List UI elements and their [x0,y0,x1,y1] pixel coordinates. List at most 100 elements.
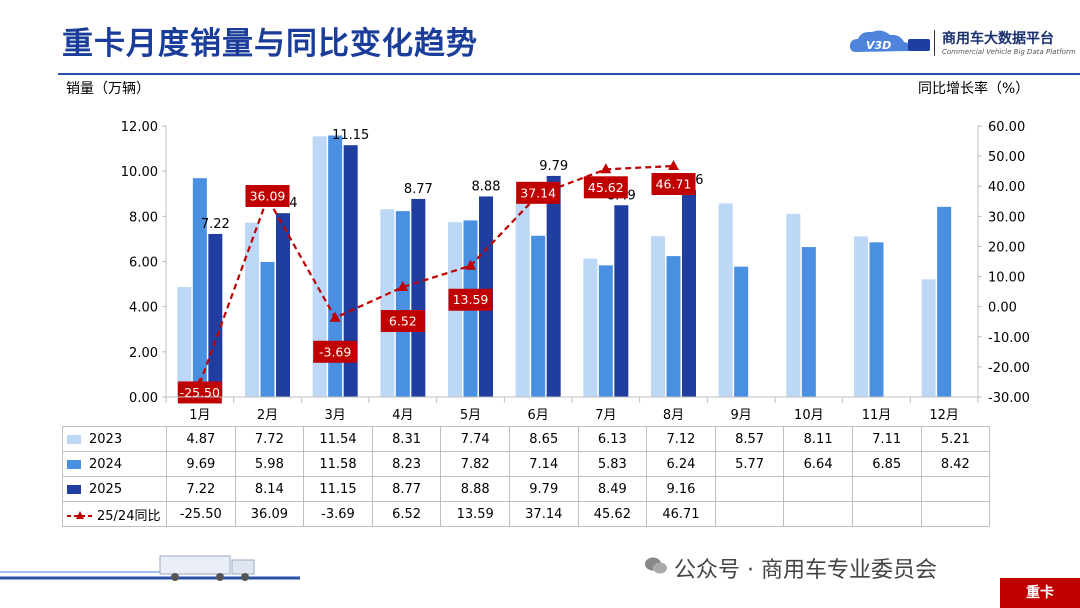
yoy-value-label: 46.71 [656,177,692,192]
yoy-label-box [651,173,696,196]
y2-tick-label: 30.00 [988,210,1025,225]
table-cell: -3.69 [303,501,373,527]
title-divider [58,73,1080,75]
wechat-icon [645,557,667,574]
y-axis-title-left: 销量（万辆） [66,81,150,97]
y2-tick-label: -20.00 [988,361,1030,376]
table-cell: 46.71 [646,501,716,527]
x-tick-label: 11月 [862,408,892,423]
table-row: 2023 4.87 7.72 11.54 8.31 7.74 8.65 6.13 7.12 8.5… [62,426,991,452]
table-cell: 37.14 [508,501,579,527]
bar-2023 [583,258,598,397]
yoy-marker [668,160,679,171]
yoy-label-box [583,176,628,199]
table-cell: 8.14 [234,476,305,502]
table-cell: 8.42 [920,451,991,477]
x-tick-label: 2月 [257,408,278,423]
bar-2024 [260,261,275,397]
bar-2024 [869,242,884,397]
bar-2024 [531,235,546,397]
table-cell: 6.64 [783,451,853,477]
bar-2025 [208,233,223,397]
yoy-label-box [177,381,222,404]
yoy-value-label: -3.69 [319,344,351,359]
y2-tick-label: 0.00 [988,301,1017,316]
table-cell: 8.77 [371,476,442,502]
bar-value-label-2025: 7.22 [201,217,230,232]
table-row: 25/24同比 -25.50 36.09 -3.69 6.52 13.59 37.14 45.… [62,501,991,527]
table-cell: -25.50 [166,501,236,527]
table-cell: 8.49 [577,476,648,502]
bar-2024 [328,135,343,398]
y-axis-title-right: 同比增长率（%） [918,81,1030,97]
legend-label: 2025 [89,481,123,497]
table-cell: 8.23 [371,451,442,477]
bar-value-label-2025: 9.79 [539,159,568,174]
x-tick-label: 7月 [595,408,616,423]
y-tick-label: 2.00 [129,346,158,361]
legend-entry: 2025 [62,476,167,502]
x-tick-label: 3月 [325,408,346,423]
logo-mark-icon: V3D [850,30,930,52]
table-cell [714,501,785,527]
table-cell [714,476,785,502]
x-tick-label: 9月 [731,408,752,423]
y2-tick-label: 10.00 [988,271,1025,286]
page-title: 重卡月度销量与同比变化趋势 [62,26,478,62]
logo-name: 商用车大数据平台 [942,31,1054,47]
y2-tick-label: -10.00 [988,331,1030,346]
legend-line-swatch [67,511,93,519]
logo-divider [934,30,935,56]
y2-tick-label: 40.00 [988,180,1025,195]
table-cell: 6.85 [851,451,922,477]
sales-chart: 7.228.1411.158.778.889.798.499.16-25.503… [121,120,1030,423]
bar-2023 [921,279,936,397]
table-cell: 8.88 [440,476,510,502]
table-cell: 5.83 [577,451,648,477]
table-cell: 4.87 [166,426,236,452]
bar-2023 [380,209,395,397]
legend-label: 2023 [89,431,123,447]
yoy-label-box [516,181,561,204]
table-cell: 5.77 [714,451,785,477]
table-cell: 6.24 [646,451,716,477]
watermark-text: 公众号 · 商用车专业委员会 [674,558,937,583]
yoy-value-label: 6.52 [389,314,417,329]
x-tick-label: 5月 [460,408,481,423]
table-cell: 11.58 [303,451,373,477]
legend-swatch [67,434,81,444]
bar-2024 [801,247,816,397]
table-cell: 45.62 [577,501,648,527]
truck-decoration-icon [0,555,300,581]
x-tick-label: 1月 [189,408,210,423]
table-cell: 8.11 [783,426,853,452]
bar-2025 [546,175,561,397]
table-cell: 11.15 [303,476,373,502]
yoy-marker [465,259,476,270]
table-cell: 7.82 [440,451,510,477]
legend-entry: 2024 [62,451,167,477]
y2-tick-label: -30.00 [988,391,1030,406]
y-tick-label: 0.00 [129,391,158,406]
bar-2023 [854,236,868,397]
yoy-label-box [448,288,493,311]
table-cell: 7.22 [166,476,236,502]
bar-2023 [718,203,733,397]
x-tick-label: 4月 [392,408,413,423]
bar-2024 [395,211,410,397]
table-cell: 5.98 [234,451,305,477]
y-tick-label: 12.00 [121,120,158,135]
yoy-marker [600,163,612,174]
bar-2023 [786,213,801,397]
table-cell: 6.13 [577,426,648,452]
table-cell: 7.14 [508,451,579,477]
table-cell [783,476,853,502]
bar-value-label-2025: 11.15 [332,128,369,143]
legend-label: 2024 [89,456,123,472]
platform-logo: V3D 商用车大数据平台 Commercial Vehicle Big Data… [848,26,1076,62]
table-cell: 11.54 [303,426,373,452]
table-cell: 8.31 [371,426,442,452]
y-tick-label: 8.00 [129,210,158,225]
x-tick-label: 10月 [794,408,824,423]
category-tag: 重卡 [1000,578,1080,608]
